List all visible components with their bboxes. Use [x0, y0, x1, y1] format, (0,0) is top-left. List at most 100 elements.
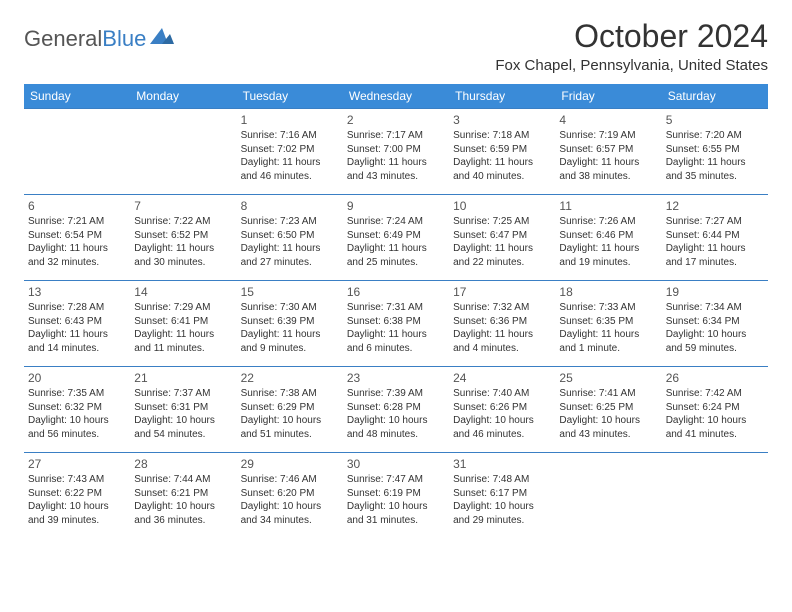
day-number: 5	[666, 112, 764, 128]
weekday-sunday: Sunday	[24, 84, 130, 109]
day-d2: and 27 minutes.	[241, 256, 339, 270]
day-ss: Sunset: 7:02 PM	[241, 143, 339, 157]
day-ss: Sunset: 6:39 PM	[241, 315, 339, 329]
day-d1: Daylight: 11 hours	[666, 156, 764, 170]
day-sr: Sunrise: 7:23 AM	[241, 215, 339, 229]
day-sr: Sunrise: 7:48 AM	[453, 473, 551, 487]
day-sr: Sunrise: 7:21 AM	[28, 215, 126, 229]
day-number: 20	[28, 370, 126, 386]
day-d1: Daylight: 10 hours	[666, 414, 764, 428]
day-ss: Sunset: 6:29 PM	[241, 401, 339, 415]
calendar-row: 20Sunrise: 7:35 AMSunset: 6:32 PMDayligh…	[24, 367, 768, 453]
calendar-cell	[555, 453, 661, 539]
day-d1: Daylight: 11 hours	[453, 156, 551, 170]
calendar-cell: 14Sunrise: 7:29 AMSunset: 6:41 PMDayligh…	[130, 281, 236, 367]
day-number: 18	[559, 284, 657, 300]
calendar-cell: 21Sunrise: 7:37 AMSunset: 6:31 PMDayligh…	[130, 367, 236, 453]
day-d1: Daylight: 11 hours	[559, 156, 657, 170]
day-ss: Sunset: 6:36 PM	[453, 315, 551, 329]
day-ss: Sunset: 6:21 PM	[134, 487, 232, 501]
day-number: 15	[241, 284, 339, 300]
day-d2: and 31 minutes.	[347, 514, 445, 528]
day-sr: Sunrise: 7:42 AM	[666, 387, 764, 401]
day-d2: and 40 minutes.	[453, 170, 551, 184]
day-sr: Sunrise: 7:26 AM	[559, 215, 657, 229]
day-d1: Daylight: 10 hours	[134, 414, 232, 428]
day-d2: and 9 minutes.	[241, 342, 339, 356]
day-sr: Sunrise: 7:40 AM	[453, 387, 551, 401]
weekday-monday: Monday	[130, 84, 236, 109]
day-number: 3	[453, 112, 551, 128]
day-ss: Sunset: 6:24 PM	[666, 401, 764, 415]
location: Fox Chapel, Pennsylvania, United States	[495, 57, 768, 74]
day-d1: Daylight: 11 hours	[241, 242, 339, 256]
calendar-cell: 10Sunrise: 7:25 AMSunset: 6:47 PMDayligh…	[449, 195, 555, 281]
day-sr: Sunrise: 7:46 AM	[241, 473, 339, 487]
calendar-row: 1Sunrise: 7:16 AMSunset: 7:02 PMDaylight…	[24, 109, 768, 195]
day-sr: Sunrise: 7:38 AM	[241, 387, 339, 401]
day-sr: Sunrise: 7:18 AM	[453, 129, 551, 143]
day-d1: Daylight: 11 hours	[559, 328, 657, 342]
day-ss: Sunset: 6:47 PM	[453, 229, 551, 243]
day-ss: Sunset: 6:34 PM	[666, 315, 764, 329]
day-d2: and 14 minutes.	[28, 342, 126, 356]
calendar-cell: 6Sunrise: 7:21 AMSunset: 6:54 PMDaylight…	[24, 195, 130, 281]
day-ss: Sunset: 6:31 PM	[134, 401, 232, 415]
day-d1: Daylight: 10 hours	[241, 414, 339, 428]
day-sr: Sunrise: 7:47 AM	[347, 473, 445, 487]
day-number: 8	[241, 198, 339, 214]
day-d2: and 11 minutes.	[134, 342, 232, 356]
day-d1: Daylight: 11 hours	[241, 156, 339, 170]
day-d2: and 43 minutes.	[347, 170, 445, 184]
calendar-cell: 29Sunrise: 7:46 AMSunset: 6:20 PMDayligh…	[237, 453, 343, 539]
calendar-cell: 1Sunrise: 7:16 AMSunset: 7:02 PMDaylight…	[237, 109, 343, 195]
day-d1: Daylight: 10 hours	[28, 500, 126, 514]
day-ss: Sunset: 6:28 PM	[347, 401, 445, 415]
day-d1: Daylight: 11 hours	[453, 242, 551, 256]
day-d1: Daylight: 10 hours	[347, 414, 445, 428]
logo-text-2: Blue	[102, 26, 146, 52]
day-d1: Daylight: 10 hours	[134, 500, 232, 514]
day-d1: Daylight: 10 hours	[666, 328, 764, 342]
day-d2: and 51 minutes.	[241, 428, 339, 442]
day-number: 16	[347, 284, 445, 300]
day-ss: Sunset: 6:43 PM	[28, 315, 126, 329]
day-ss: Sunset: 6:41 PM	[134, 315, 232, 329]
day-d1: Daylight: 11 hours	[559, 242, 657, 256]
day-ss: Sunset: 6:59 PM	[453, 143, 551, 157]
day-ss: Sunset: 6:25 PM	[559, 401, 657, 415]
day-ss: Sunset: 7:00 PM	[347, 143, 445, 157]
day-sr: Sunrise: 7:34 AM	[666, 301, 764, 315]
day-number: 24	[453, 370, 551, 386]
day-sr: Sunrise: 7:33 AM	[559, 301, 657, 315]
day-sr: Sunrise: 7:43 AM	[28, 473, 126, 487]
day-d1: Daylight: 10 hours	[453, 414, 551, 428]
day-d2: and 30 minutes.	[134, 256, 232, 270]
day-sr: Sunrise: 7:17 AM	[347, 129, 445, 143]
day-number: 31	[453, 456, 551, 472]
day-d1: Daylight: 11 hours	[347, 242, 445, 256]
day-d2: and 35 minutes.	[666, 170, 764, 184]
calendar-cell: 9Sunrise: 7:24 AMSunset: 6:49 PMDaylight…	[343, 195, 449, 281]
calendar-cell: 15Sunrise: 7:30 AMSunset: 6:39 PMDayligh…	[237, 281, 343, 367]
day-number: 13	[28, 284, 126, 300]
day-d2: and 4 minutes.	[453, 342, 551, 356]
title-block: October 2024 Fox Chapel, Pennsylvania, U…	[495, 18, 768, 80]
calendar-cell: 26Sunrise: 7:42 AMSunset: 6:24 PMDayligh…	[662, 367, 768, 453]
day-d2: and 32 minutes.	[28, 256, 126, 270]
day-ss: Sunset: 6:50 PM	[241, 229, 339, 243]
day-d1: Daylight: 11 hours	[666, 242, 764, 256]
day-ss: Sunset: 6:17 PM	[453, 487, 551, 501]
day-sr: Sunrise: 7:24 AM	[347, 215, 445, 229]
day-d1: Daylight: 11 hours	[28, 328, 126, 342]
calendar-cell: 22Sunrise: 7:38 AMSunset: 6:29 PMDayligh…	[237, 367, 343, 453]
day-number: 23	[347, 370, 445, 386]
day-ss: Sunset: 6:49 PM	[347, 229, 445, 243]
day-number: 2	[347, 112, 445, 128]
day-d2: and 43 minutes.	[559, 428, 657, 442]
day-d1: Daylight: 10 hours	[241, 500, 339, 514]
day-d1: Daylight: 11 hours	[28, 242, 126, 256]
day-sr: Sunrise: 7:32 AM	[453, 301, 551, 315]
day-d2: and 59 minutes.	[666, 342, 764, 356]
calendar-cell	[662, 453, 768, 539]
